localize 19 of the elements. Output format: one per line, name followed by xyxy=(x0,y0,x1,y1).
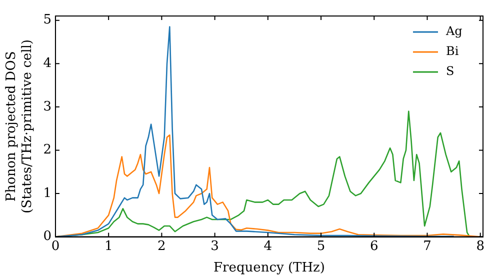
y-tick-label: 5 xyxy=(43,12,52,28)
x-tick-label: 7 xyxy=(423,238,432,254)
y-tick-label: 0 xyxy=(43,229,52,244)
y-tick-label: 4 xyxy=(43,56,52,71)
x-tick-label: 3 xyxy=(210,238,219,254)
x-tick-label: 6 xyxy=(370,238,378,254)
y-tick-label: 1 xyxy=(43,186,52,201)
y-axis-title: Phonon projected DOS (States/THz·primitive cell) xyxy=(4,39,35,214)
x-tick-label: 2 xyxy=(158,238,166,254)
y-tick-label: 3 xyxy=(43,99,52,114)
x-tick-label: 1 xyxy=(104,238,113,254)
legend-label: S xyxy=(446,64,454,78)
x-tick-label: 8 xyxy=(476,238,484,254)
y-tick-label: 2 xyxy=(43,142,52,158)
legend-label: Bi xyxy=(446,44,459,58)
x-tick-label: 4 xyxy=(264,238,272,254)
x-axis-title: Frequency (THz) xyxy=(214,260,325,276)
legend-label: Ag xyxy=(445,24,463,38)
x-tick-label: 5 xyxy=(316,238,326,254)
